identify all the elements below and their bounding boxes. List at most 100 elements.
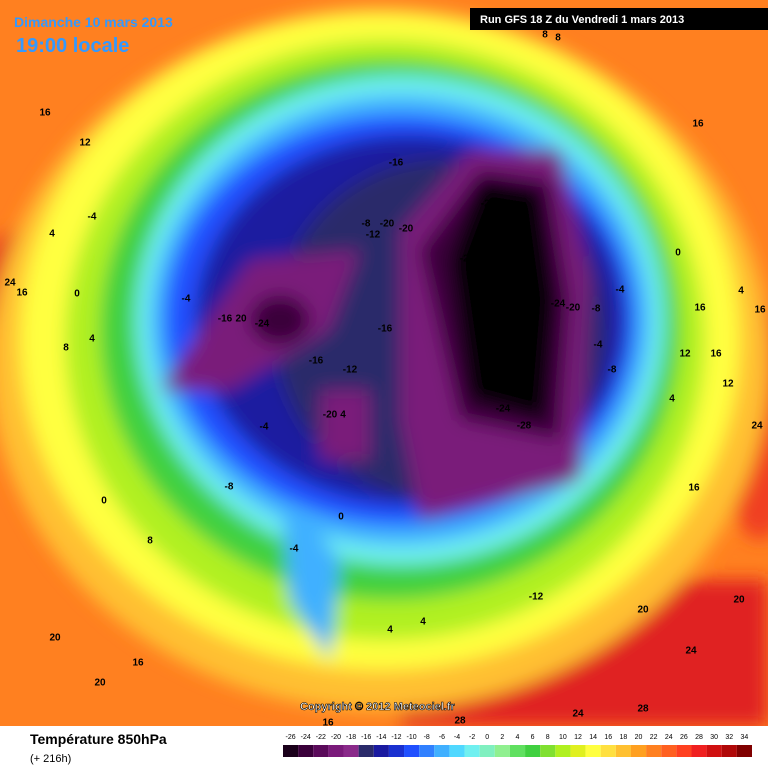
scale-label: -26 bbox=[286, 734, 296, 741]
contour-label: -28 bbox=[477, 271, 492, 282]
scale-swatch bbox=[600, 745, 616, 757]
scale-label: -2 bbox=[469, 734, 475, 741]
scale-swatch bbox=[615, 745, 631, 757]
contour-label: 12 bbox=[722, 379, 734, 390]
contour-label: -8 bbox=[362, 219, 371, 230]
contour-label: 0 bbox=[101, 496, 107, 507]
scale-label: 8 bbox=[546, 734, 550, 741]
scale-label: 18 bbox=[620, 734, 628, 741]
contour-label: -20 bbox=[566, 303, 581, 314]
contour-label: -12 bbox=[366, 230, 381, 241]
scale-label: -12 bbox=[391, 734, 401, 741]
contour-label: -4 bbox=[594, 340, 603, 351]
scale-swatch bbox=[343, 745, 359, 757]
scale-label: -24 bbox=[301, 734, 311, 741]
contour-label: -24 bbox=[496, 404, 511, 415]
scale-label: -4 bbox=[454, 734, 460, 741]
scale-label: -20 bbox=[331, 734, 341, 741]
contour-label: 4 bbox=[669, 394, 675, 405]
scale-swatch bbox=[721, 745, 737, 757]
scale-label: 32 bbox=[725, 734, 733, 741]
valid-date: Dimanche 10 mars 2013 bbox=[14, 14, 173, 30]
scale-label: 2 bbox=[500, 734, 504, 741]
scale-swatch bbox=[373, 745, 389, 757]
scale-swatch bbox=[646, 745, 662, 757]
scale-swatch bbox=[706, 745, 722, 757]
contour-label: 8 bbox=[147, 536, 153, 547]
contour-label: 16 bbox=[132, 658, 144, 669]
contour-label: 4 bbox=[340, 410, 346, 421]
contour-label: -8 bbox=[225, 482, 234, 493]
scale-label: -18 bbox=[346, 734, 356, 741]
scale-label: 22 bbox=[650, 734, 658, 741]
contour-label: -16 bbox=[309, 356, 324, 367]
contour-label: 8 bbox=[542, 30, 548, 41]
contour-label: 20 bbox=[235, 314, 247, 325]
contour-label: 16 bbox=[16, 288, 28, 299]
scale-label: -6 bbox=[439, 734, 445, 741]
run-banner bbox=[470, 8, 768, 30]
scale-label: 4 bbox=[516, 734, 520, 741]
scale-label: 28 bbox=[695, 734, 703, 741]
contour-label: 20 bbox=[637, 605, 649, 616]
contour-label: 4 bbox=[49, 229, 55, 240]
scale-swatch bbox=[676, 745, 692, 757]
contour-label: 4 bbox=[420, 617, 426, 628]
scale-label: 34 bbox=[741, 734, 749, 741]
contour-label: -32 bbox=[501, 213, 516, 224]
scale-label: 24 bbox=[665, 734, 673, 741]
scale-swatch bbox=[298, 745, 314, 757]
scale-swatch bbox=[555, 745, 571, 757]
contour-label: 16 bbox=[754, 305, 766, 316]
contour-label: -24 bbox=[551, 299, 566, 310]
scale-label: -14 bbox=[376, 734, 386, 741]
contour-label: 24 bbox=[572, 709, 584, 720]
scale-swatch bbox=[661, 745, 677, 757]
contour-label: 16 bbox=[322, 718, 334, 729]
contour-label: 4 bbox=[738, 286, 744, 297]
contour-label: 28 bbox=[637, 704, 649, 715]
scale-label: 0 bbox=[485, 734, 489, 741]
contour-label: -4 bbox=[182, 294, 191, 305]
scale-swatch bbox=[388, 745, 405, 757]
run-info: Run GFS 18 Z du Vendredi 1 mars 2013 bbox=[480, 14, 684, 26]
scale-label: -22 bbox=[316, 734, 326, 741]
footer-lead: (+ 216h) bbox=[30, 753, 71, 765]
contour-label: -20 bbox=[380, 219, 395, 230]
contour-label: 20 bbox=[733, 595, 745, 606]
contour-label: -16 bbox=[378, 324, 393, 335]
valid-time: 19:00 locale bbox=[16, 35, 129, 57]
contour-label: -4 bbox=[260, 422, 269, 433]
contour-label: 4 bbox=[89, 334, 95, 345]
scale-label: 10 bbox=[559, 734, 567, 741]
contour-label: 16 bbox=[710, 349, 722, 360]
scale-label: -16 bbox=[361, 734, 371, 741]
scale-swatch bbox=[419, 745, 435, 757]
scale-swatch bbox=[283, 745, 299, 757]
contour-label: -4 bbox=[88, 212, 97, 223]
scale-swatch bbox=[434, 745, 450, 757]
contour-label: -24 bbox=[460, 254, 475, 265]
temperature-field bbox=[0, 0, 768, 726]
scale-label: 6 bbox=[531, 734, 535, 741]
scale-label: 16 bbox=[604, 734, 612, 741]
scale-label: 26 bbox=[680, 734, 688, 741]
contour-label: -32 bbox=[490, 254, 505, 265]
contour-label: -4 bbox=[616, 285, 625, 296]
scale-label: 12 bbox=[574, 734, 582, 741]
contour-label: 24 bbox=[751, 421, 763, 432]
scale-swatch bbox=[404, 745, 420, 757]
scale-swatch bbox=[328, 745, 344, 757]
contour-label: -20 bbox=[399, 224, 414, 235]
footer-title: Température 850hPa bbox=[30, 731, 167, 747]
scale-label: -8 bbox=[424, 734, 430, 741]
contour-label: 20 bbox=[94, 678, 106, 689]
scale-swatch bbox=[736, 745, 752, 757]
contour-label: 0 bbox=[675, 248, 681, 259]
contour-label: -4 bbox=[290, 544, 299, 555]
scale-swatch bbox=[509, 745, 526, 757]
contour-label: -28 bbox=[517, 421, 532, 432]
contour-label: 4 bbox=[387, 625, 393, 636]
